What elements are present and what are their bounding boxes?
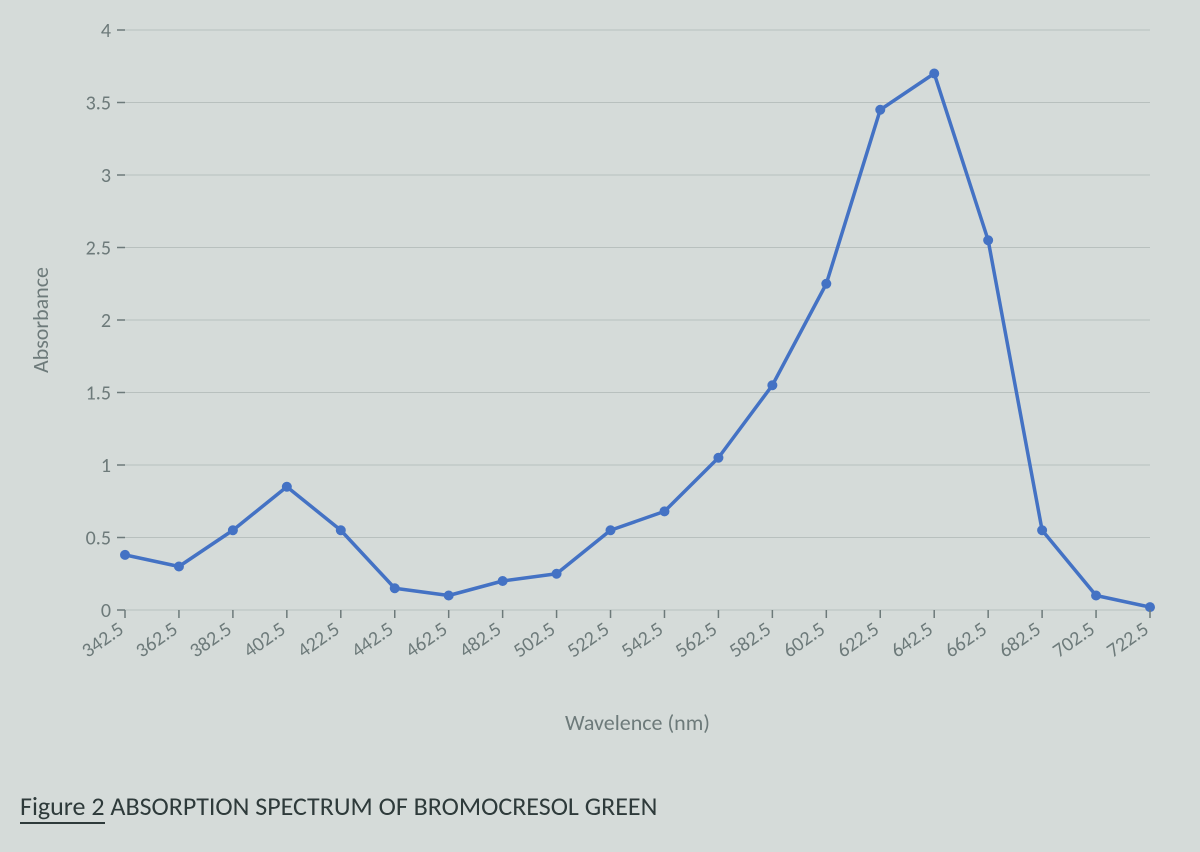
figure-number: Figure 2 (20, 790, 105, 824)
svg-text:442.5: 442.5 (347, 617, 398, 663)
svg-text:702.5: 702.5 (1048, 617, 1099, 663)
svg-text:542.5: 542.5 (617, 617, 668, 663)
svg-text:342.5: 342.5 (77, 617, 128, 663)
absorption-spectrum-chart: 0 0.5 1 1.5 2 2.5 3 3.5 4 342.5362.5382.5402.5422… (20, 20, 1180, 760)
svg-text:3.5: 3.5 (86, 92, 111, 116)
svg-text:462.5: 462.5 (401, 617, 452, 663)
svg-text:722.5: 722.5 (1102, 617, 1153, 663)
svg-text:4: 4 (101, 20, 111, 43)
svg-text:682.5: 682.5 (994, 617, 1045, 663)
svg-text:2.5: 2.5 (86, 237, 111, 261)
svg-text:382.5: 382.5 (185, 617, 236, 663)
svg-text:602.5: 602.5 (779, 617, 830, 663)
svg-text:0: 0 (101, 599, 111, 623)
figure-caption: Figure 2 ABSORPTION SPECTRUM OF BROMOCRE… (20, 790, 657, 822)
svg-text:502.5: 502.5 (509, 617, 560, 663)
chart-frame: 0 0.5 1 1.5 2 2.5 3 3.5 4 342.5362.5382.5402.5422… (0, 0, 1200, 852)
svg-text:Absorbance: Absorbance (27, 267, 54, 373)
svg-text:1: 1 (101, 454, 111, 478)
svg-text:622.5: 622.5 (833, 617, 884, 663)
svg-text:2: 2 (101, 309, 111, 333)
svg-text:482.5: 482.5 (455, 617, 506, 663)
svg-text:562.5: 562.5 (671, 617, 722, 663)
svg-text:662.5: 662.5 (940, 617, 991, 663)
svg-text:582.5: 582.5 (725, 617, 776, 663)
svg-text:422.5: 422.5 (293, 617, 344, 663)
svg-text:1.5: 1.5 (86, 382, 111, 406)
svg-text:402.5: 402.5 (239, 617, 290, 663)
svg-text:642.5: 642.5 (887, 617, 938, 663)
figure-caption-text: ABSORPTION SPECTRUM OF BROMOCRESOL GREEN (105, 790, 658, 822)
svg-text:Wavelence (nm): Wavelence (nm) (565, 709, 710, 736)
svg-text:522.5: 522.5 (563, 617, 614, 663)
svg-text:3: 3 (101, 164, 111, 188)
svg-text:362.5: 362.5 (131, 617, 182, 663)
svg-text:0.5: 0.5 (86, 527, 111, 551)
